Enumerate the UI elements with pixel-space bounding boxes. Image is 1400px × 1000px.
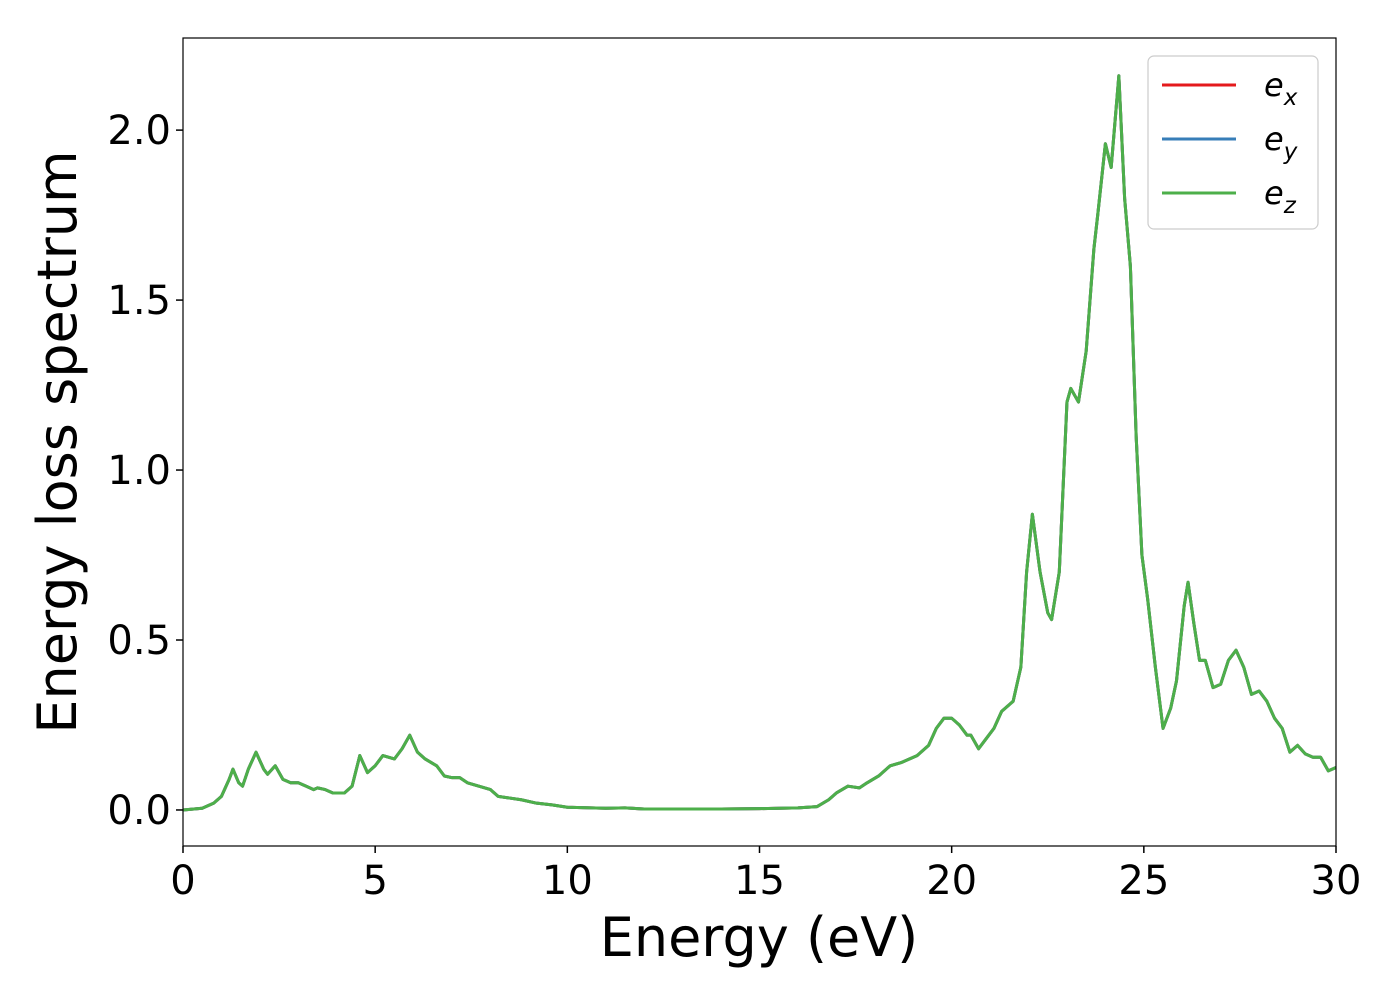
y-tick-label: 1.5 (107, 278, 171, 324)
x-tick-label: 15 (734, 858, 785, 904)
x-tick-label: 5 (362, 858, 387, 904)
x-tick-label: 0 (170, 858, 195, 904)
x-tick-label: 25 (1118, 858, 1169, 904)
y-tick-label: 0.0 (107, 788, 171, 834)
legend-label: ex (1264, 66, 1298, 111)
y-tick-label: 0.5 (107, 618, 171, 664)
x-tick-label: 20 (926, 858, 977, 904)
legend-box (1147, 55, 1319, 230)
x-tick-label: 30 (1311, 858, 1362, 904)
y-tick-label: 2.0 (107, 108, 171, 154)
x-tick-label: 10 (542, 858, 593, 904)
legend-label: ez (1264, 174, 1297, 219)
y-tick-label: 1.0 (107, 448, 171, 494)
x-axis-label: Energy (eV) (600, 906, 919, 969)
y-axis-label: Energy loss spectrum (26, 150, 89, 733)
plot-frame (182, 37, 1337, 847)
legend-label: ey (1264, 120, 1298, 165)
series-line (182, 74, 1337, 812)
